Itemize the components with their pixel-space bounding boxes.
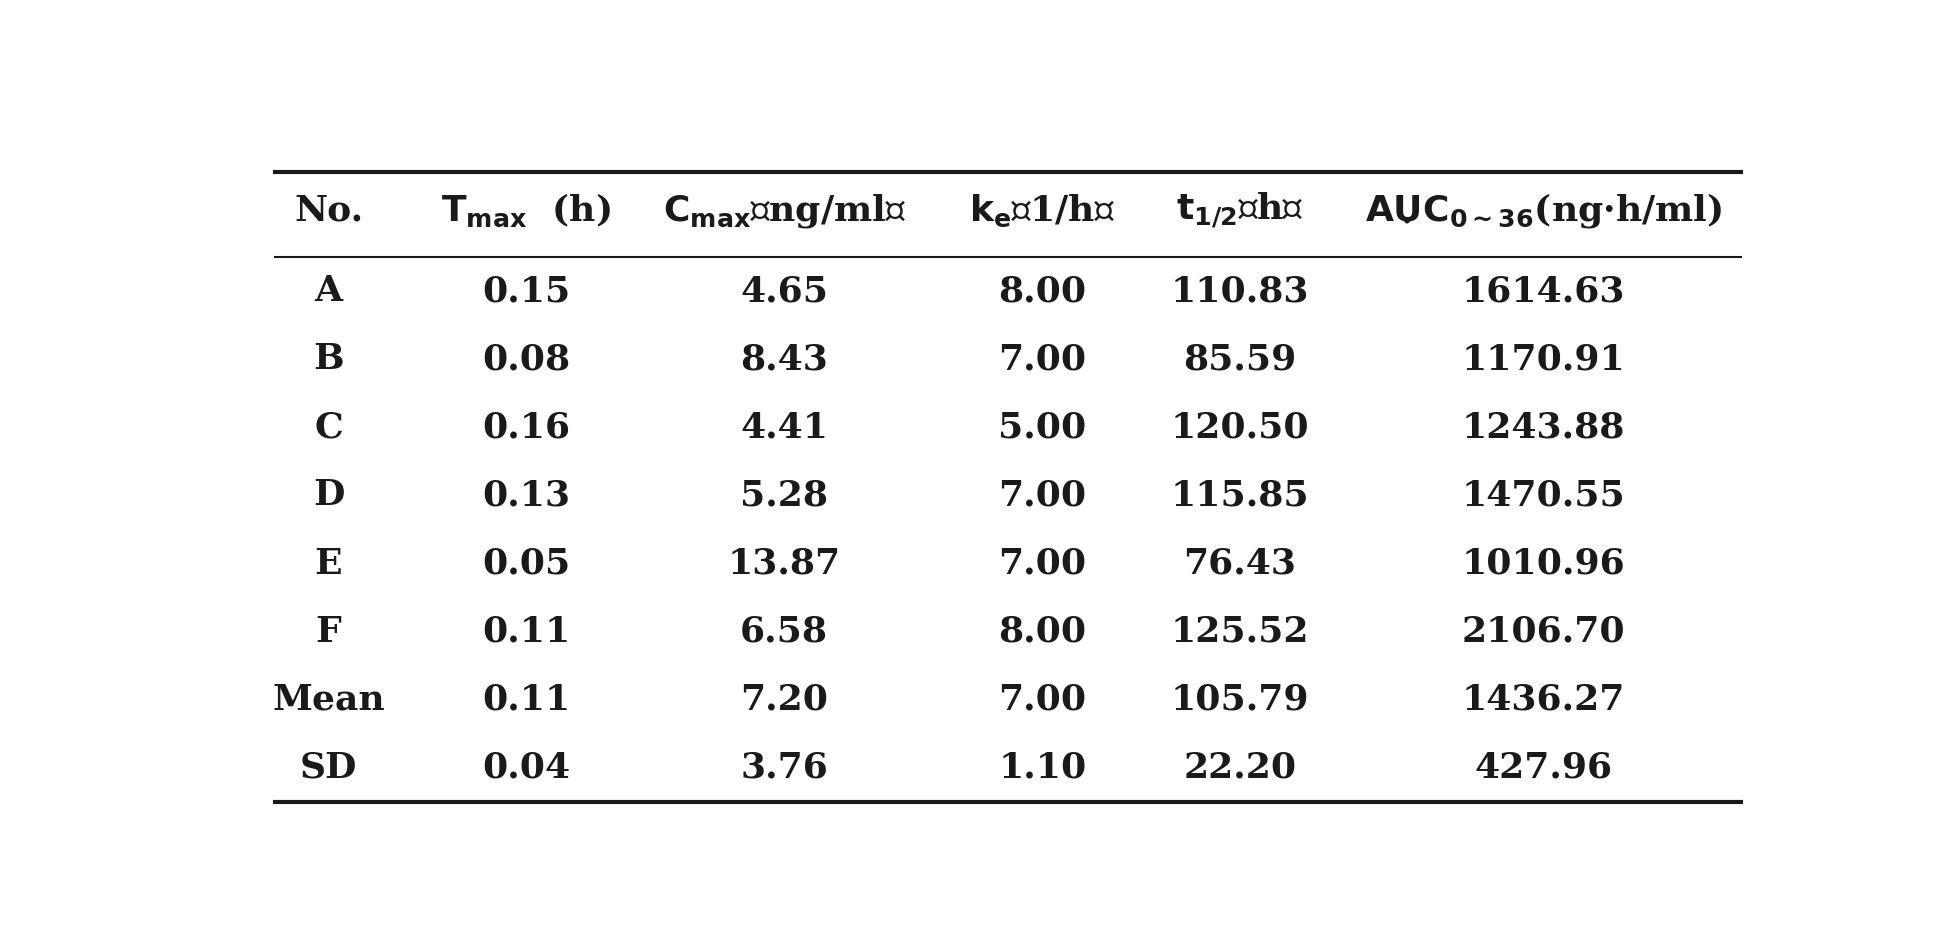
Text: 1436.27: 1436.27 xyxy=(1462,683,1625,717)
Text: 120.50: 120.50 xyxy=(1170,411,1309,444)
Text: 7.00: 7.00 xyxy=(998,683,1086,717)
Text: 1243.88: 1243.88 xyxy=(1462,411,1625,444)
Text: No.: No. xyxy=(294,193,363,228)
Text: $\mathbf{T}_{\mathbf{max}}$  (h): $\mathbf{T}_{\mathbf{max}}$ (h) xyxy=(441,192,612,229)
Text: 0.15: 0.15 xyxy=(482,274,570,308)
Text: 427.96: 427.96 xyxy=(1474,751,1613,784)
Text: $\mathbf{k}_{\mathbf{e}}$（1/h）: $\mathbf{k}_{\mathbf{e}}$（1/h） xyxy=(970,192,1115,228)
Text: 76.43: 76.43 xyxy=(1184,547,1296,581)
Text: 0.08: 0.08 xyxy=(482,342,570,376)
Text: D: D xyxy=(314,478,345,512)
Text: 4.65: 4.65 xyxy=(741,274,829,308)
Text: 8.00: 8.00 xyxy=(998,274,1086,308)
Text: F: F xyxy=(316,614,341,648)
Text: 1170.91: 1170.91 xyxy=(1462,342,1625,376)
Text: 1470.55: 1470.55 xyxy=(1462,478,1625,512)
Text: 7.00: 7.00 xyxy=(998,478,1086,512)
Text: $\mathbf{C}_{\mathbf{max}}$（ng/ml）: $\mathbf{C}_{\mathbf{max}}$（ng/ml） xyxy=(662,191,906,229)
Text: 6.58: 6.58 xyxy=(741,614,829,648)
Text: 5.00: 5.00 xyxy=(998,411,1086,444)
Text: E: E xyxy=(316,547,343,581)
Text: 4.41: 4.41 xyxy=(741,411,829,444)
Text: 7.00: 7.00 xyxy=(998,547,1086,581)
Text: 8.00: 8.00 xyxy=(998,614,1086,648)
Text: 7.00: 7.00 xyxy=(998,342,1086,376)
Text: 2106.70: 2106.70 xyxy=(1462,614,1625,648)
Text: 110.83: 110.83 xyxy=(1170,274,1309,308)
Text: C: C xyxy=(314,411,343,444)
Text: 0.11: 0.11 xyxy=(482,614,570,648)
Text: 115.85: 115.85 xyxy=(1170,478,1309,512)
Text: 1.10: 1.10 xyxy=(998,751,1086,784)
Text: 1614.63: 1614.63 xyxy=(1462,274,1625,308)
Text: 0.16: 0.16 xyxy=(482,411,570,444)
Text: 8.43: 8.43 xyxy=(741,342,829,376)
Text: 0.04: 0.04 xyxy=(482,751,570,784)
Text: $\mathbf{t}_{\mathbf{1/2}}$（h）: $\mathbf{t}_{\mathbf{1/2}}$（h） xyxy=(1176,191,1303,230)
Text: B: B xyxy=(314,342,343,376)
Text: 5.28: 5.28 xyxy=(741,478,829,512)
Text: 125.52: 125.52 xyxy=(1170,614,1309,648)
Text: 13.87: 13.87 xyxy=(727,547,841,581)
Text: 1010.96: 1010.96 xyxy=(1462,547,1625,581)
Text: 22.20: 22.20 xyxy=(1184,751,1296,784)
Text: Mean: Mean xyxy=(272,683,384,717)
Text: $\mathbf{AUC}_{\mathbf{0\sim36}}$(ng·h/ml): $\mathbf{AUC}_{\mathbf{0\sim36}}$(ng·h/m… xyxy=(1364,191,1723,230)
Text: 0.13: 0.13 xyxy=(482,478,570,512)
Text: 7.20: 7.20 xyxy=(741,683,829,717)
Text: 85.59: 85.59 xyxy=(1184,342,1298,376)
Text: .: . xyxy=(1399,189,1413,232)
Text: 3.76: 3.76 xyxy=(741,751,829,784)
Text: 105.79: 105.79 xyxy=(1170,683,1309,717)
Text: A: A xyxy=(314,274,343,308)
Text: 0.05: 0.05 xyxy=(482,547,570,581)
Text: SD: SD xyxy=(300,751,357,784)
Text: 0.11: 0.11 xyxy=(482,683,570,717)
